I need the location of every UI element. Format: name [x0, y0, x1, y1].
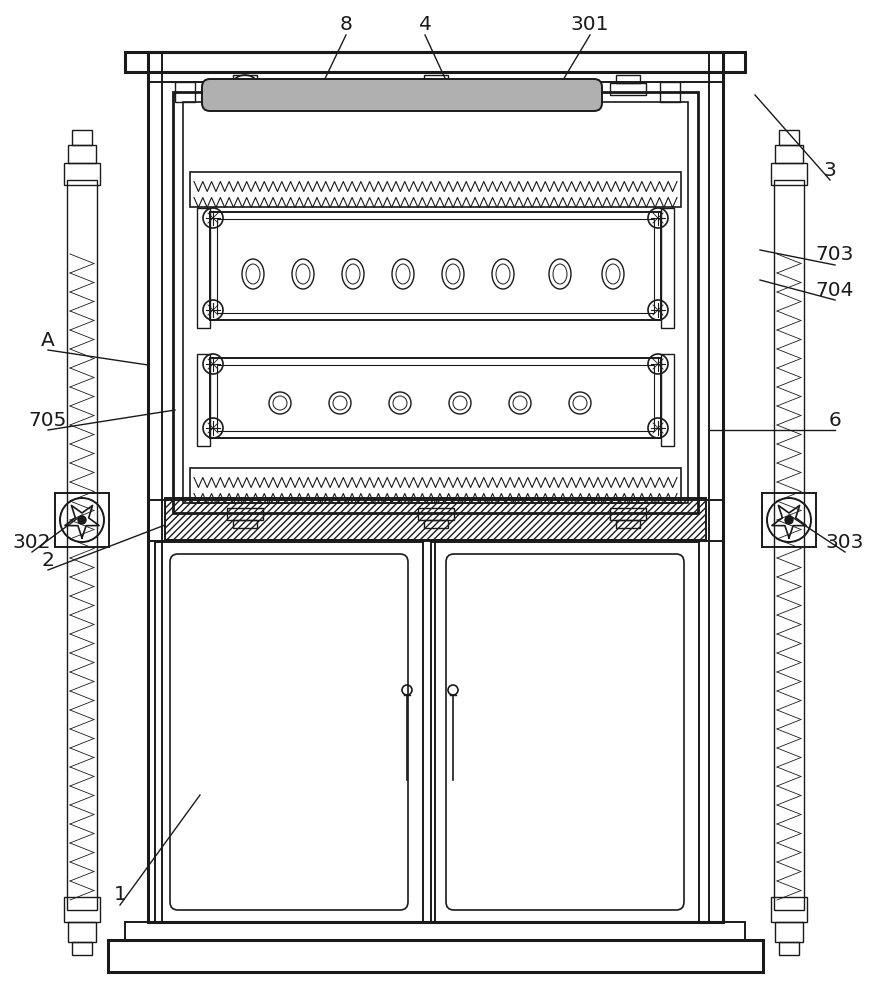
Text: 703: 703: [815, 245, 854, 264]
Bar: [72, 942, 92, 955]
Bar: [762, 493, 816, 547]
Bar: [64, 163, 100, 185]
Bar: [197, 208, 210, 328]
Text: 2: 2: [42, 550, 54, 570]
Bar: [774, 180, 804, 910]
Bar: [183, 102, 688, 503]
Bar: [55, 493, 109, 547]
Text: 705: 705: [29, 410, 67, 430]
Bar: [210, 358, 661, 438]
Bar: [108, 940, 763, 972]
Text: 704: 704: [815, 280, 854, 300]
Bar: [197, 354, 210, 446]
Bar: [125, 52, 745, 72]
Bar: [424, 75, 448, 83]
FancyBboxPatch shape: [202, 79, 602, 111]
Bar: [190, 172, 681, 207]
Bar: [68, 145, 96, 163]
Bar: [155, 542, 423, 922]
Text: A: A: [41, 330, 55, 350]
Circle shape: [785, 516, 793, 524]
Bar: [67, 180, 97, 910]
Bar: [72, 130, 92, 145]
Bar: [661, 354, 674, 446]
Bar: [418, 508, 454, 520]
Circle shape: [78, 516, 86, 524]
Text: 8: 8: [340, 15, 352, 34]
Bar: [64, 897, 100, 922]
Bar: [660, 82, 680, 102]
Bar: [68, 922, 96, 942]
Bar: [775, 145, 803, 163]
Bar: [610, 508, 646, 520]
Bar: [779, 130, 799, 145]
Bar: [771, 897, 807, 922]
Bar: [616, 75, 640, 83]
Text: 3: 3: [823, 160, 836, 180]
Text: 4: 4: [419, 15, 432, 34]
Bar: [661, 208, 674, 328]
Bar: [616, 520, 640, 528]
Bar: [233, 520, 257, 528]
Bar: [431, 542, 699, 922]
Bar: [210, 212, 661, 320]
Bar: [227, 83, 263, 95]
Bar: [175, 82, 195, 102]
Bar: [217, 219, 654, 313]
Text: 302: 302: [13, 532, 52, 552]
Bar: [775, 922, 803, 942]
Text: 6: 6: [829, 410, 842, 430]
Bar: [148, 52, 723, 922]
Bar: [148, 72, 723, 82]
Bar: [125, 922, 745, 940]
Text: 301: 301: [571, 15, 609, 34]
Text: 1: 1: [114, 886, 127, 904]
Bar: [173, 92, 698, 513]
Bar: [190, 468, 681, 503]
Bar: [610, 83, 646, 95]
Bar: [233, 75, 257, 83]
Text: 303: 303: [826, 532, 864, 552]
Bar: [217, 365, 654, 431]
Bar: [779, 942, 799, 955]
Bar: [165, 498, 706, 540]
Bar: [227, 508, 263, 520]
Bar: [771, 163, 807, 185]
Bar: [418, 83, 454, 95]
Bar: [424, 520, 448, 528]
